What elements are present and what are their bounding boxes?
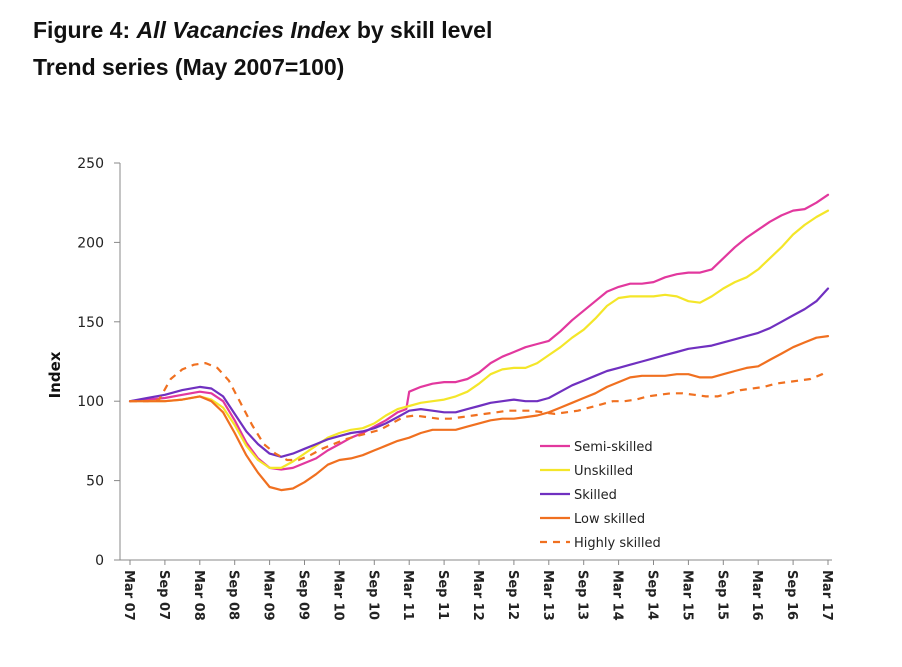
- x-tick-label: Sep 09: [296, 570, 311, 620]
- x-tick-label: Mar 08: [191, 570, 206, 621]
- legend-label: Unskilled: [574, 464, 633, 479]
- chart-subtitle: Trend series (May 2007=100): [33, 54, 345, 80]
- x-tick-label: Mar 11: [400, 570, 415, 621]
- x-tick-label: Sep 13: [575, 570, 590, 620]
- series-group: [128, 193, 830, 492]
- legend-label: Semi-skilled: [574, 440, 653, 455]
- x-tick-label: Mar 15: [679, 570, 694, 621]
- x-axis: Mar 07 Sep 07 Mar 08 Sep 08 Mar 09 Sep 09 Mar …: [120, 559, 834, 621]
- title-line-1: Figure 4: All Vacancies Index by skill l…: [33, 17, 492, 43]
- x-tick-label: Sep 10: [365, 570, 380, 620]
- x-tick-label: Sep 08: [226, 570, 241, 620]
- series-line-skilled: [128, 287, 830, 458]
- x-tick-label: Sep 14: [645, 570, 660, 620]
- series-line-low-skilled: [128, 335, 830, 492]
- legend: Semi-skilled Unskilled Skilled Low skilled H…: [540, 440, 661, 551]
- series-line-unskilled: [128, 209, 830, 469]
- x-tick-label: Sep 12: [505, 570, 520, 620]
- title-suffix: by skill level: [350, 17, 493, 43]
- legend-label: Highly skilled: [574, 536, 661, 551]
- legend-label: Skilled: [574, 488, 617, 503]
- x-tick-label: Mar 17: [819, 570, 834, 621]
- y-tick-label: 150: [77, 315, 104, 331]
- series-line-semi-skilled: [128, 193, 830, 471]
- x-tick-label: Mar 12: [470, 570, 485, 621]
- chart-title: Figure 4: All Vacancies Index by skill l…: [33, 12, 492, 86]
- y-tick-label: 200: [77, 235, 104, 251]
- x-tick-label: Mar 13: [540, 570, 555, 621]
- x-tick-label: Sep 07: [156, 570, 171, 620]
- y-tick-label: 250: [77, 156, 104, 172]
- x-tick-label: Mar 14: [610, 570, 625, 621]
- series-line-highly-skilled: [130, 362, 829, 462]
- x-tick-label: Sep 11: [435, 570, 450, 620]
- y-axis: 0 50 100 150 200 250: [77, 156, 121, 569]
- title-italic-part: All Vacancies Index: [136, 17, 351, 43]
- y-tick-label: 100: [77, 394, 104, 410]
- x-tick-label: Sep 16: [784, 570, 799, 620]
- y-tick-label: 0: [95, 553, 104, 569]
- title-prefix: Figure 4:: [33, 17, 137, 43]
- x-tick-label: Mar 16: [749, 570, 764, 621]
- x-tick-label: Mar 10: [330, 570, 345, 621]
- x-tick-label: Sep 15: [714, 570, 729, 620]
- y-axis-label: Index: [46, 351, 64, 398]
- legend-label: Low skilled: [574, 512, 645, 527]
- y-tick-label: 50: [86, 474, 104, 490]
- x-tick-label: Mar 07: [121, 570, 136, 621]
- x-tick-label: Mar 09: [261, 570, 276, 621]
